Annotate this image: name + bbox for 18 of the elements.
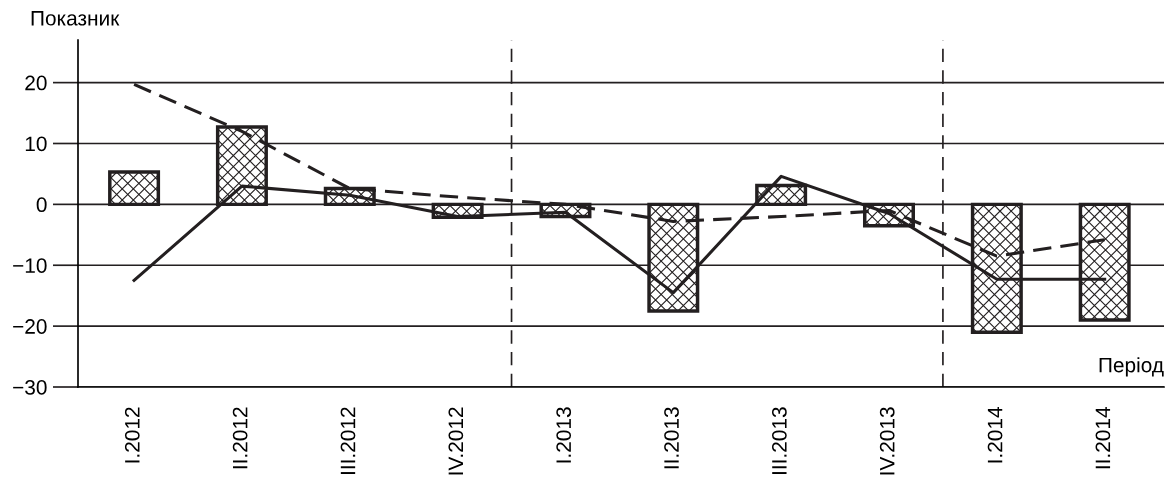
y-tick-label: 10 [25, 136, 47, 152]
x-tick-label: II.2012 [232, 407, 248, 469]
x-tick-label: II.2013 [664, 407, 679, 469]
y-tick-label: 0 [36, 197, 47, 213]
x-tick-label: I.2012 [124, 407, 140, 463]
y-tick-label: −20 [13, 319, 47, 334]
x-tick-label: IV.2012 [448, 407, 464, 475]
y-tick-label: −30 [13, 380, 47, 395]
y-axis-title: Показник [31, 11, 120, 26]
x-axis-title: Період [1099, 357, 1164, 377]
x-tick-label: I.2014 [987, 407, 1003, 463]
x-tick-label: III.2013 [771, 407, 787, 475]
x-tick-label: III.2012 [340, 407, 356, 475]
y-tick-label: −10 [13, 258, 47, 273]
x-tick-label: IV.2013 [879, 407, 895, 475]
y-tick-label: 20 [25, 75, 47, 91]
x-tick-label: II.2014 [1095, 407, 1111, 469]
x-tick-label: I.2013 [556, 407, 572, 463]
